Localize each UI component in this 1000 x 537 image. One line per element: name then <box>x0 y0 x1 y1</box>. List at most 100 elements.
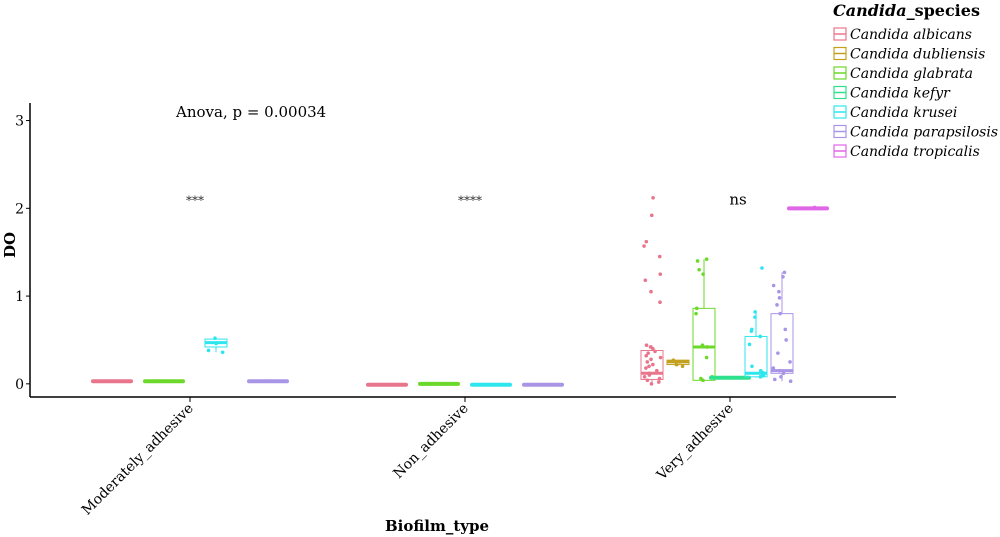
data-point <box>781 371 786 376</box>
significance-label-non-adhesive: **** <box>458 194 482 208</box>
data-point <box>747 342 752 347</box>
y-tick-label: 0 <box>15 377 24 393</box>
legend-item-candida-kefyr: Candida kefyr <box>833 86 951 102</box>
box-very-adhesive-candida-kefyr <box>709 375 751 380</box>
data-point <box>758 334 763 339</box>
data-point <box>695 259 700 263</box>
data-point <box>788 379 793 384</box>
data-point <box>760 266 764 270</box>
legend-item-candida-tropicalis: Candida tropicalis <box>833 144 980 160</box>
data-point <box>678 360 682 364</box>
legend-label: Candida kefyr <box>850 86 951 102</box>
data-point <box>653 349 657 354</box>
data-point <box>701 378 705 383</box>
data-point <box>694 311 698 316</box>
data-point <box>776 351 780 355</box>
data-point <box>111 379 115 384</box>
data-point <box>646 351 650 355</box>
box-very-adhesive-candida-krusei <box>744 266 768 379</box>
data-point <box>535 382 539 387</box>
data-point <box>656 380 661 384</box>
data-point <box>649 289 653 294</box>
legend-title: Candida_species <box>833 1 980 20</box>
data-point <box>753 315 757 319</box>
data-point <box>644 343 649 348</box>
data-point <box>674 362 679 367</box>
legend-item-candida-krusei: Candida krusei <box>833 105 957 121</box>
box-moderately-adhesive-candida-parapsilosis <box>247 379 289 384</box>
data-point <box>753 310 757 314</box>
data-point <box>749 329 754 333</box>
data-point <box>381 382 386 387</box>
x-axis-title: Biofilm_type <box>385 517 489 535</box>
box-moderately-adhesive-candida-krusei <box>204 336 228 355</box>
box-very-adhesive-candida-albicans <box>640 195 664 386</box>
box-non-adhesive-candida-glabrata <box>418 381 460 386</box>
data-point <box>782 270 787 275</box>
legend-item-candida-parapsilosis: Candida parapsilosis <box>833 125 998 141</box>
data-point <box>812 205 817 210</box>
data-point <box>671 358 676 362</box>
data-point <box>544 382 548 387</box>
x-tick-label-non-adhesive: Non_adhesive <box>390 401 471 482</box>
box-moderately-adhesive-candida-albicans <box>91 379 133 384</box>
data-point <box>680 364 685 369</box>
data-point <box>777 296 782 300</box>
plot-background <box>30 103 896 397</box>
legend: Candida_species Candida albicans Candida … <box>833 1 998 160</box>
data-point <box>788 360 792 364</box>
legend-item-candida-dubliensis: Candida dubliensis <box>833 47 985 63</box>
data-point <box>657 376 662 381</box>
box-iqr <box>640 349 664 380</box>
data-point <box>264 379 269 384</box>
data-point <box>484 382 489 387</box>
legend-title-rest: _species <box>907 1 980 20</box>
data-point <box>750 364 754 369</box>
data-point <box>649 382 654 386</box>
data-point <box>649 357 653 362</box>
data-point <box>439 382 444 386</box>
x-tick-label-moderately-adhesive: Moderately_adhesive <box>79 401 197 519</box>
box-non-adhesive-candida-krusei <box>470 382 512 387</box>
legend-label: Candida albicans <box>850 27 972 43</box>
legend-label: Candida parapsilosis <box>850 125 998 141</box>
legend-label: Candida tropicalis <box>850 144 980 160</box>
significance-label-very-adhesive: ns <box>729 191 746 209</box>
data-point <box>220 350 225 355</box>
data-point <box>644 353 648 358</box>
legend-label: Candida glabrata <box>850 66 973 82</box>
x-ticks: Moderately_adhesive Non_adhesive Very_adhe… <box>79 397 737 518</box>
data-point <box>658 355 663 360</box>
box-very-adhesive-candida-tropicalis <box>787 205 829 211</box>
data-point <box>157 379 162 384</box>
data-point <box>642 244 646 248</box>
data-point <box>647 373 652 377</box>
significance-label-moderately-adhesive: *** <box>186 194 204 208</box>
data-point <box>489 382 493 387</box>
data-point <box>651 346 655 351</box>
data-point <box>781 274 785 279</box>
data-point <box>704 355 709 360</box>
significance-labels: *** **** ns <box>186 191 747 209</box>
data-point <box>655 368 659 373</box>
data-point <box>694 306 699 311</box>
data-point <box>784 338 788 342</box>
y-tick-label: 1 <box>15 289 24 305</box>
y-ticks: 0 1 2 3 <box>15 114 30 393</box>
legend-item-candida-albicans: Candida albicans <box>833 27 972 43</box>
y-axis-title: DO <box>1 232 19 258</box>
data-point <box>772 377 777 382</box>
data-point <box>658 272 663 276</box>
data-point <box>214 341 218 346</box>
box-moderately-adhesive-candida-glabrata <box>143 379 185 384</box>
box-non-adhesive-candida-albicans <box>366 382 408 387</box>
data-point <box>727 375 731 380</box>
box-marks <box>91 195 829 387</box>
data-point <box>651 195 655 200</box>
data-point <box>771 366 776 370</box>
data-point <box>697 267 701 272</box>
data-point <box>429 382 434 386</box>
data-point <box>705 345 709 349</box>
data-point <box>704 257 709 262</box>
